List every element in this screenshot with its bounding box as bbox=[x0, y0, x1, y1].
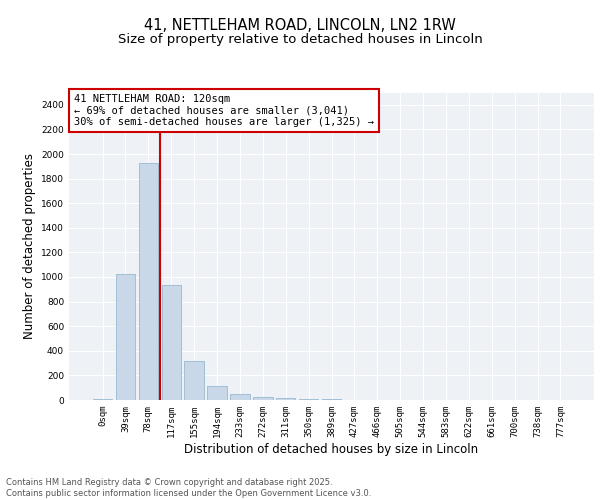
Bar bbox=[93, 399, 112, 400]
X-axis label: Distribution of detached houses by size in Lincoln: Distribution of detached houses by size … bbox=[184, 442, 479, 456]
Bar bbox=[161, 285, 181, 400]
Bar bbox=[299, 399, 319, 400]
Bar bbox=[139, 163, 158, 400]
Bar bbox=[230, 394, 250, 400]
Bar bbox=[208, 386, 227, 400]
Text: 41, NETTLEHAM ROAD, LINCOLN, LN2 1RW: 41, NETTLEHAM ROAD, LINCOLN, LN2 1RW bbox=[144, 18, 456, 32]
Text: Contains HM Land Registry data © Crown copyright and database right 2025.
Contai: Contains HM Land Registry data © Crown c… bbox=[6, 478, 371, 498]
Bar bbox=[116, 274, 135, 400]
Bar bbox=[276, 398, 295, 400]
Y-axis label: Number of detached properties: Number of detached properties bbox=[23, 153, 35, 339]
Text: Size of property relative to detached houses in Lincoln: Size of property relative to detached ho… bbox=[118, 32, 482, 46]
Bar bbox=[184, 362, 204, 400]
Bar bbox=[253, 397, 272, 400]
Text: 41 NETTLEHAM ROAD: 120sqm
← 69% of detached houses are smaller (3,041)
30% of se: 41 NETTLEHAM ROAD: 120sqm ← 69% of detac… bbox=[74, 94, 374, 127]
